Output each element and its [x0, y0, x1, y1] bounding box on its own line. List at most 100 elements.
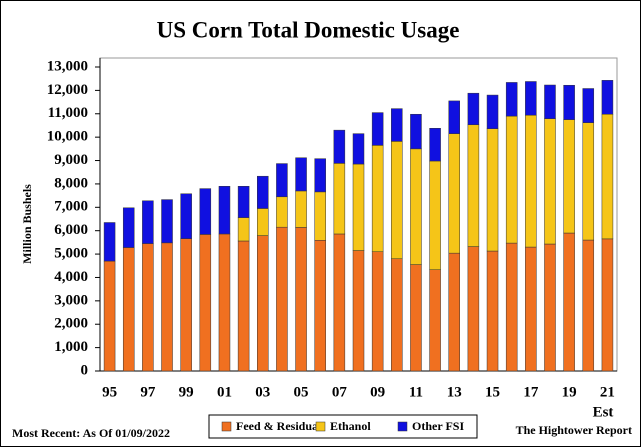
bar-segment — [467, 92, 480, 126]
y-tick-label: 9,000 — [54, 152, 88, 168]
bar-segment — [237, 186, 250, 218]
chart-title: US Corn Total Domestic Usage — [157, 17, 460, 42]
bar-segment — [333, 129, 346, 164]
bar-segment — [525, 81, 537, 116]
x-tick-label: 21 — [600, 384, 615, 400]
bar-segment — [391, 141, 403, 260]
bar-segment — [448, 100, 460, 134]
x-tick-label: 19 — [562, 384, 577, 400]
bar-segment — [505, 242, 518, 372]
bar-segment — [295, 157, 307, 192]
bar-segment — [582, 88, 595, 123]
bar-segment — [563, 232, 575, 372]
bar-segment — [276, 163, 288, 198]
bar-segment — [103, 260, 116, 372]
x-tick-label: 99 — [179, 384, 194, 400]
bar-segment — [180, 193, 192, 239]
bar-segment — [486, 128, 499, 252]
x-tick-label: 07 — [332, 384, 348, 400]
y-axis-label: Million Bushels — [20, 184, 34, 264]
footer-left: Most Recent: As Of 01/09/2022 — [12, 426, 170, 440]
bar-segment — [410, 264, 422, 372]
y-tick-label: 11,000 — [48, 105, 88, 121]
bar-segment — [257, 235, 269, 372]
bar-segment — [352, 163, 365, 251]
footer-right: The Hightower Report — [516, 423, 632, 437]
bar-segment — [525, 114, 537, 248]
bar-segment — [371, 112, 384, 146]
bar-segment — [544, 84, 556, 119]
bar-segment — [218, 186, 231, 235]
bar-segment — [486, 250, 499, 372]
x-tick-label: 97 — [140, 384, 156, 400]
bar-segment — [371, 145, 384, 252]
x-tick-label: 13 — [447, 384, 462, 400]
bar-segment — [429, 160, 441, 270]
bar-segment — [486, 94, 499, 129]
y-tick-label: 4,000 — [54, 269, 88, 285]
bar-segment — [276, 226, 288, 372]
bar-segment — [122, 247, 135, 372]
bar-segment — [314, 191, 326, 241]
bar-segment — [544, 243, 556, 372]
y-tick-label: 3,000 — [54, 292, 88, 308]
annotation: Est — [593, 404, 614, 420]
bar-segment — [199, 188, 212, 235]
y-tick-label: 5,000 — [54, 246, 88, 262]
x-tick-label: 01 — [217, 384, 232, 400]
legend-swatch — [221, 421, 232, 432]
bar-segment — [410, 148, 422, 265]
bar-segment — [276, 196, 288, 228]
bar-segment — [314, 240, 326, 372]
bar-segment — [257, 208, 269, 236]
bar-segment — [218, 233, 231, 372]
bar-segment — [237, 240, 250, 372]
bar-segment — [142, 200, 154, 244]
y-tick-label: 6,000 — [54, 222, 88, 238]
x-tick-label: 09 — [370, 384, 385, 400]
bar-segment — [352, 133, 365, 165]
bar-segment — [161, 199, 173, 244]
x-tick-label: 95 — [102, 384, 117, 400]
bar-segment — [142, 243, 154, 372]
legend — [208, 414, 478, 439]
bar-segment — [505, 82, 518, 117]
bar-segment — [467, 124, 480, 247]
bar-segment — [525, 246, 537, 372]
y-tick-label: 7,000 — [54, 199, 88, 215]
y-tick-label: 13,000 — [47, 58, 88, 74]
bar-segment — [601, 113, 614, 240]
x-tick-label: 17 — [523, 384, 539, 400]
y-tick-label: 2,000 — [54, 316, 88, 332]
bar-segment — [314, 158, 326, 193]
bar-segment — [563, 84, 575, 120]
y-tick-label: 0 — [81, 362, 89, 378]
bar-segment — [122, 207, 135, 248]
bar-segment — [352, 250, 365, 372]
x-tick-label: 05 — [294, 384, 309, 400]
legend-swatch — [315, 421, 326, 432]
legend-label: Feed & Residual — [236, 419, 322, 433]
bar-segment — [180, 238, 192, 372]
y-tick-label: 1,000 — [54, 339, 88, 355]
bar-segment — [199, 234, 212, 372]
x-tick-label: 11 — [409, 384, 423, 400]
bar-segment — [601, 80, 614, 115]
bar-segment — [391, 258, 403, 372]
bar-segment — [582, 122, 595, 241]
x-tick-label: 15 — [485, 384, 500, 400]
bar-segment — [448, 133, 460, 254]
bar-segment — [601, 238, 614, 372]
bar-segment — [391, 108, 403, 142]
bar-segment — [448, 252, 460, 372]
bar-segment — [429, 128, 441, 162]
bar-segment — [429, 269, 441, 372]
bar-segment — [544, 118, 556, 245]
legend-swatch — [397, 421, 408, 432]
bar-segment — [257, 175, 269, 209]
y-tick-label: 12,000 — [47, 82, 88, 98]
y-tick-label: 10,000 — [47, 129, 88, 145]
bar-segment — [295, 227, 307, 372]
